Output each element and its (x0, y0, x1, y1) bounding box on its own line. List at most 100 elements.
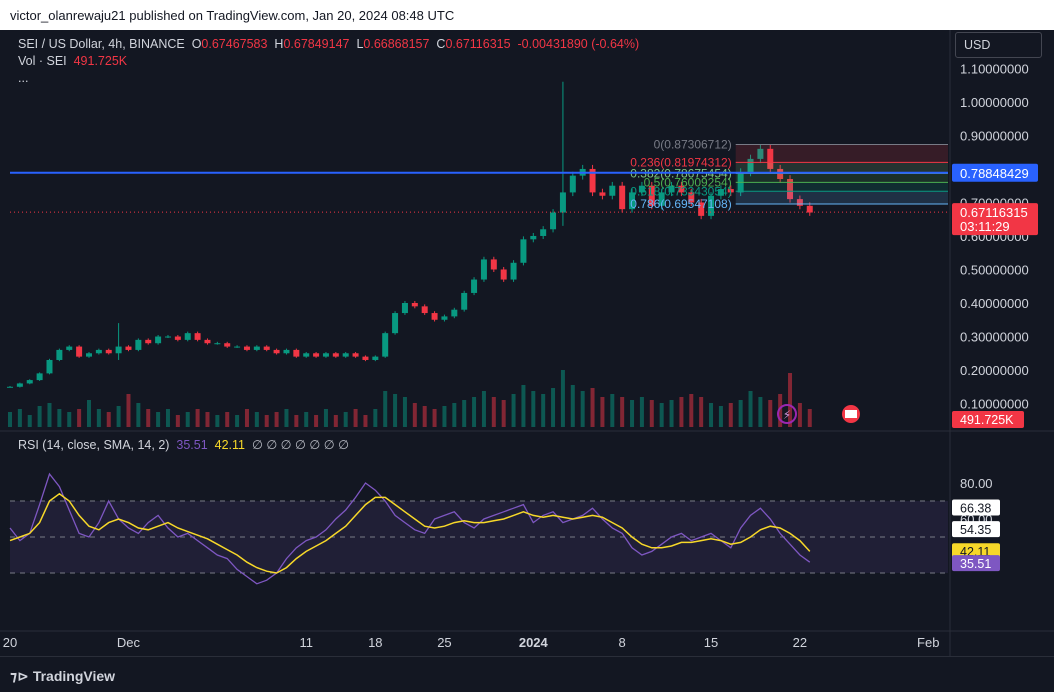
change-value: -0.00431890 (-0.64%) (517, 37, 640, 51)
volume-bar (639, 397, 644, 427)
candle-body (796, 199, 803, 206)
volume-value: 491.725K (73, 54, 128, 68)
candle-body (283, 349, 290, 354)
currency-button[interactable]: USD (955, 32, 1042, 58)
candle-body (550, 212, 557, 230)
volume-bar (264, 415, 269, 427)
volume-bar (778, 394, 783, 427)
time-tick-label: 22 (793, 635, 807, 650)
time-tick-label: 20 (3, 635, 17, 650)
volume-bar (718, 406, 723, 427)
fib-zone (735, 162, 948, 174)
candle-body (303, 353, 310, 357)
volume-bar (511, 394, 516, 427)
volume-bar (165, 409, 170, 427)
time-axis: 20 Dec 11 18 25 2024 8 15 22 Feb (3, 635, 940, 650)
high-value: 0.67849147 (283, 37, 350, 51)
volume-bar (649, 400, 654, 427)
legend-more-button[interactable]: ... (18, 71, 29, 85)
candle-body (145, 339, 152, 344)
close-value: 0.67116315 (445, 37, 511, 51)
fib-retracement: 0(0.87306712) 0.236(0.81974312)0.382(0.78… (630, 137, 948, 211)
candle-body (757, 148, 764, 159)
volume-bar (531, 391, 536, 427)
candle-body (629, 192, 636, 210)
last-price-label: 0.67116315 (960, 205, 1028, 220)
rsi-badge-label: 54.35 (960, 523, 991, 537)
volume-bar (580, 391, 585, 427)
candle-body (115, 346, 122, 354)
volume-bar (551, 388, 556, 427)
candle-body (382, 333, 389, 357)
candle-body (708, 195, 715, 216)
high-label: H (274, 37, 284, 51)
price-tick-label: 0.70000000 (960, 195, 1029, 210)
rsi-band (10, 501, 948, 573)
symbol-title[interactable]: SEI / US Dollar, 4h, BINANCE (18, 37, 185, 51)
open-label: O (191, 37, 202, 51)
candle-body (85, 353, 92, 357)
countdown-label: 03:11:29 (960, 219, 1010, 234)
publisher-line: victor_olanrewaju21 published on Trading… (10, 8, 455, 23)
candle-body (322, 353, 329, 357)
price-tick-label: 0.90000000 (960, 128, 1029, 143)
volume-bar (402, 397, 407, 427)
volume-bar (709, 403, 714, 427)
rsi-label[interactable]: RSI (14, close, SMA, 14, 2) (18, 438, 170, 452)
fib-level-label: 0.382(0.78675454) (630, 166, 731, 180)
candle-body (619, 185, 626, 210)
candle-body (658, 192, 665, 206)
volume-bar (215, 415, 220, 427)
rsi-badge (952, 543, 1000, 560)
volume-bar (136, 403, 141, 427)
volume-bar (383, 391, 388, 427)
volume-bar (768, 400, 773, 427)
candle-body (16, 383, 23, 387)
candle-body (411, 303, 418, 307)
fib-zone (735, 173, 948, 183)
volume-bar (185, 412, 190, 427)
candle-body (401, 303, 408, 314)
volume-bar (106, 412, 111, 427)
candle-body (579, 168, 586, 176)
hline-badge (952, 163, 1038, 182)
volume-bar (37, 406, 42, 427)
rsi-tick-label: 80.00 (960, 476, 993, 491)
fib-level-label: 0.618(0.73343054) (630, 184, 731, 198)
volume-bar (363, 415, 368, 427)
volume-bar (146, 409, 151, 427)
volume-bar (77, 409, 82, 427)
volume-bar (659, 403, 664, 427)
candle-body (56, 349, 63, 360)
candle-body (698, 202, 705, 216)
fib-zone (735, 191, 948, 204)
rsi-sma-value: 42.11 (214, 438, 245, 452)
candle-body (342, 353, 349, 357)
volume-bar (669, 400, 674, 427)
candle-body (46, 359, 53, 374)
price-tick-label: 0.20000000 (960, 363, 1029, 378)
candle-body (787, 179, 794, 200)
last-price-badge (952, 203, 1038, 236)
volume-bar (788, 373, 793, 427)
chart-canvas[interactable]: 1.10000000 1.00000000 0.90000000 0.70000000… (0, 0, 1054, 656)
price-tick-label: 0.10000000 (960, 397, 1029, 412)
volume-bar (412, 403, 417, 427)
volume-bar (452, 403, 457, 427)
candle-body (589, 168, 596, 193)
volume-bar (600, 397, 605, 427)
volume-bar (116, 406, 121, 427)
volume-badge (952, 411, 1024, 428)
candle-body (243, 346, 250, 350)
low-label: L (356, 37, 364, 51)
candle-body (224, 343, 231, 347)
fib-level-label: 0.5(0.76009254) (644, 175, 732, 189)
volume-bar (235, 415, 240, 427)
low-value: 0.66868157 (363, 37, 430, 51)
volume-bar (373, 409, 378, 427)
tradingview-logo[interactable]: ⁊⊳ TradingView (10, 668, 115, 685)
candle-body (194, 333, 201, 340)
rsi-sma-line (9, 492, 811, 574)
volume-bar (304, 412, 309, 427)
